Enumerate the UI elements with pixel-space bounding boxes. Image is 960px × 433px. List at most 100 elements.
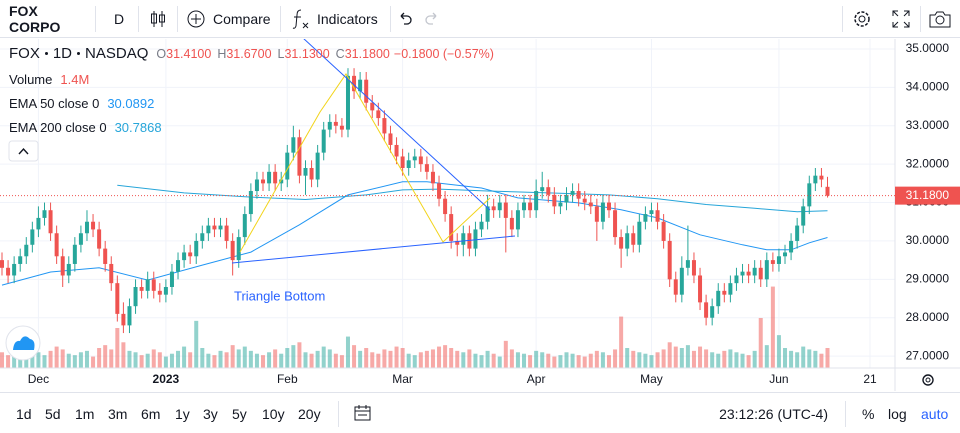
range-button[interactable]: 3y xyxy=(203,406,218,422)
candle-body xyxy=(42,210,47,218)
volume-bar xyxy=(534,350,539,368)
candle-body xyxy=(546,187,551,195)
legend-value: 30.7868 xyxy=(114,120,162,135)
fullscreen-button[interactable] xyxy=(892,10,910,28)
auto-toggle[interactable]: auto xyxy=(921,406,949,422)
volume-bar xyxy=(522,353,527,368)
logo[interactable] xyxy=(5,325,41,361)
volume-bar xyxy=(776,335,781,368)
volume-bar xyxy=(236,349,241,368)
zigzag-drawing[interactable] xyxy=(239,73,491,253)
candle-body xyxy=(522,202,527,211)
volume-bar xyxy=(0,352,5,368)
volume-bar xyxy=(169,353,174,368)
candle-body xyxy=(194,240,199,257)
candle-body xyxy=(661,221,666,241)
volume-bar xyxy=(613,349,618,368)
volume-bar xyxy=(825,348,830,368)
range-button[interactable]: 1y xyxy=(175,406,190,422)
volume-bar xyxy=(309,353,314,368)
volume-bar xyxy=(261,355,266,368)
snapshot-button[interactable] xyxy=(929,10,951,28)
collapse-button[interactable] xyxy=(8,140,39,162)
trendline[interactable] xyxy=(231,235,516,264)
volume-bar xyxy=(267,352,272,368)
candle-body xyxy=(267,171,272,184)
settings-button[interactable] xyxy=(852,9,872,29)
candle-body xyxy=(515,210,520,230)
candle-body xyxy=(740,271,745,276)
redo-button[interactable] xyxy=(424,11,440,27)
change: −0.1800 (−0.57%) xyxy=(393,46,494,61)
candle-body xyxy=(412,156,417,161)
range-button[interactable]: 10y xyxy=(262,406,285,422)
undo-button[interactable] xyxy=(397,11,413,27)
range-button[interactable]: 6m xyxy=(141,406,161,422)
volume-bar xyxy=(728,349,733,368)
dot xyxy=(44,52,48,55)
candle-body xyxy=(473,229,478,249)
candle-body xyxy=(691,260,696,276)
volume-bar xyxy=(84,350,89,368)
indicators-icon[interactable] xyxy=(292,8,310,30)
compare-icon[interactable] xyxy=(187,10,205,28)
volume-bar xyxy=(752,350,757,368)
compare-button[interactable]: Compare xyxy=(213,11,271,27)
log-toggle[interactable]: log xyxy=(888,406,907,422)
volume-bar xyxy=(127,350,132,368)
volume-bar xyxy=(315,350,320,368)
volume-bar xyxy=(594,350,599,368)
range-button[interactable]: 3m xyxy=(108,406,128,422)
date-range-button[interactable] xyxy=(354,405,371,421)
volume-bar xyxy=(455,350,460,368)
volume-bar xyxy=(400,348,405,368)
annotation[interactable]: Triangle Bottom xyxy=(234,288,325,303)
chart-style-button[interactable] xyxy=(150,9,166,29)
volume-bar xyxy=(60,349,65,368)
ema-line xyxy=(117,184,828,213)
volume-bar xyxy=(819,353,824,368)
candle-body xyxy=(200,233,205,241)
volume-bar xyxy=(710,352,715,368)
candle-body xyxy=(206,225,211,234)
volume-bar xyxy=(789,350,794,368)
candle-body xyxy=(752,267,757,276)
indicators-button[interactable]: Indicators xyxy=(317,11,378,27)
volume-bar xyxy=(224,352,229,368)
candle-body xyxy=(570,191,575,195)
volume-bar xyxy=(667,342,672,368)
range-button[interactable]: 1d xyxy=(16,406,32,422)
ema-lines xyxy=(1,181,828,286)
candle-body xyxy=(795,225,800,241)
candle-body xyxy=(78,233,83,245)
candle-body xyxy=(182,252,187,261)
range-button[interactable]: 5d xyxy=(45,406,61,422)
volume-bar xyxy=(163,356,168,368)
range-button[interactable]: 20y xyxy=(298,406,321,422)
percent-toggle[interactable]: % xyxy=(862,406,875,422)
symbol-input[interactable]: FOX CORPO xyxy=(9,3,61,35)
candle-body xyxy=(564,194,569,203)
axis-settings-icon[interactable] xyxy=(922,374,934,386)
candle-body xyxy=(400,156,405,168)
trendline[interactable] xyxy=(303,38,491,211)
volume-bar xyxy=(582,356,587,368)
range-button[interactable]: 5y xyxy=(232,406,247,422)
y-tick-label: 30.0000 xyxy=(906,233,950,247)
volume-bar xyxy=(619,316,624,368)
candle-body xyxy=(54,233,59,257)
range-button[interactable]: 1m xyxy=(75,406,95,422)
candle-body xyxy=(437,183,442,199)
volume-bar xyxy=(716,353,721,368)
volume-bar xyxy=(625,348,630,368)
volume-bar xyxy=(424,350,429,368)
volume-bar xyxy=(722,350,727,368)
candle-body xyxy=(576,191,581,199)
x-tick-label: Jun xyxy=(769,372,788,386)
drawings[interactable]: Triangle Bottom xyxy=(231,38,516,303)
candle-body xyxy=(66,263,71,276)
volume-bar xyxy=(746,355,751,368)
candle-body xyxy=(218,225,223,230)
interval-button[interactable]: D xyxy=(114,11,125,27)
candle-body xyxy=(394,144,399,157)
